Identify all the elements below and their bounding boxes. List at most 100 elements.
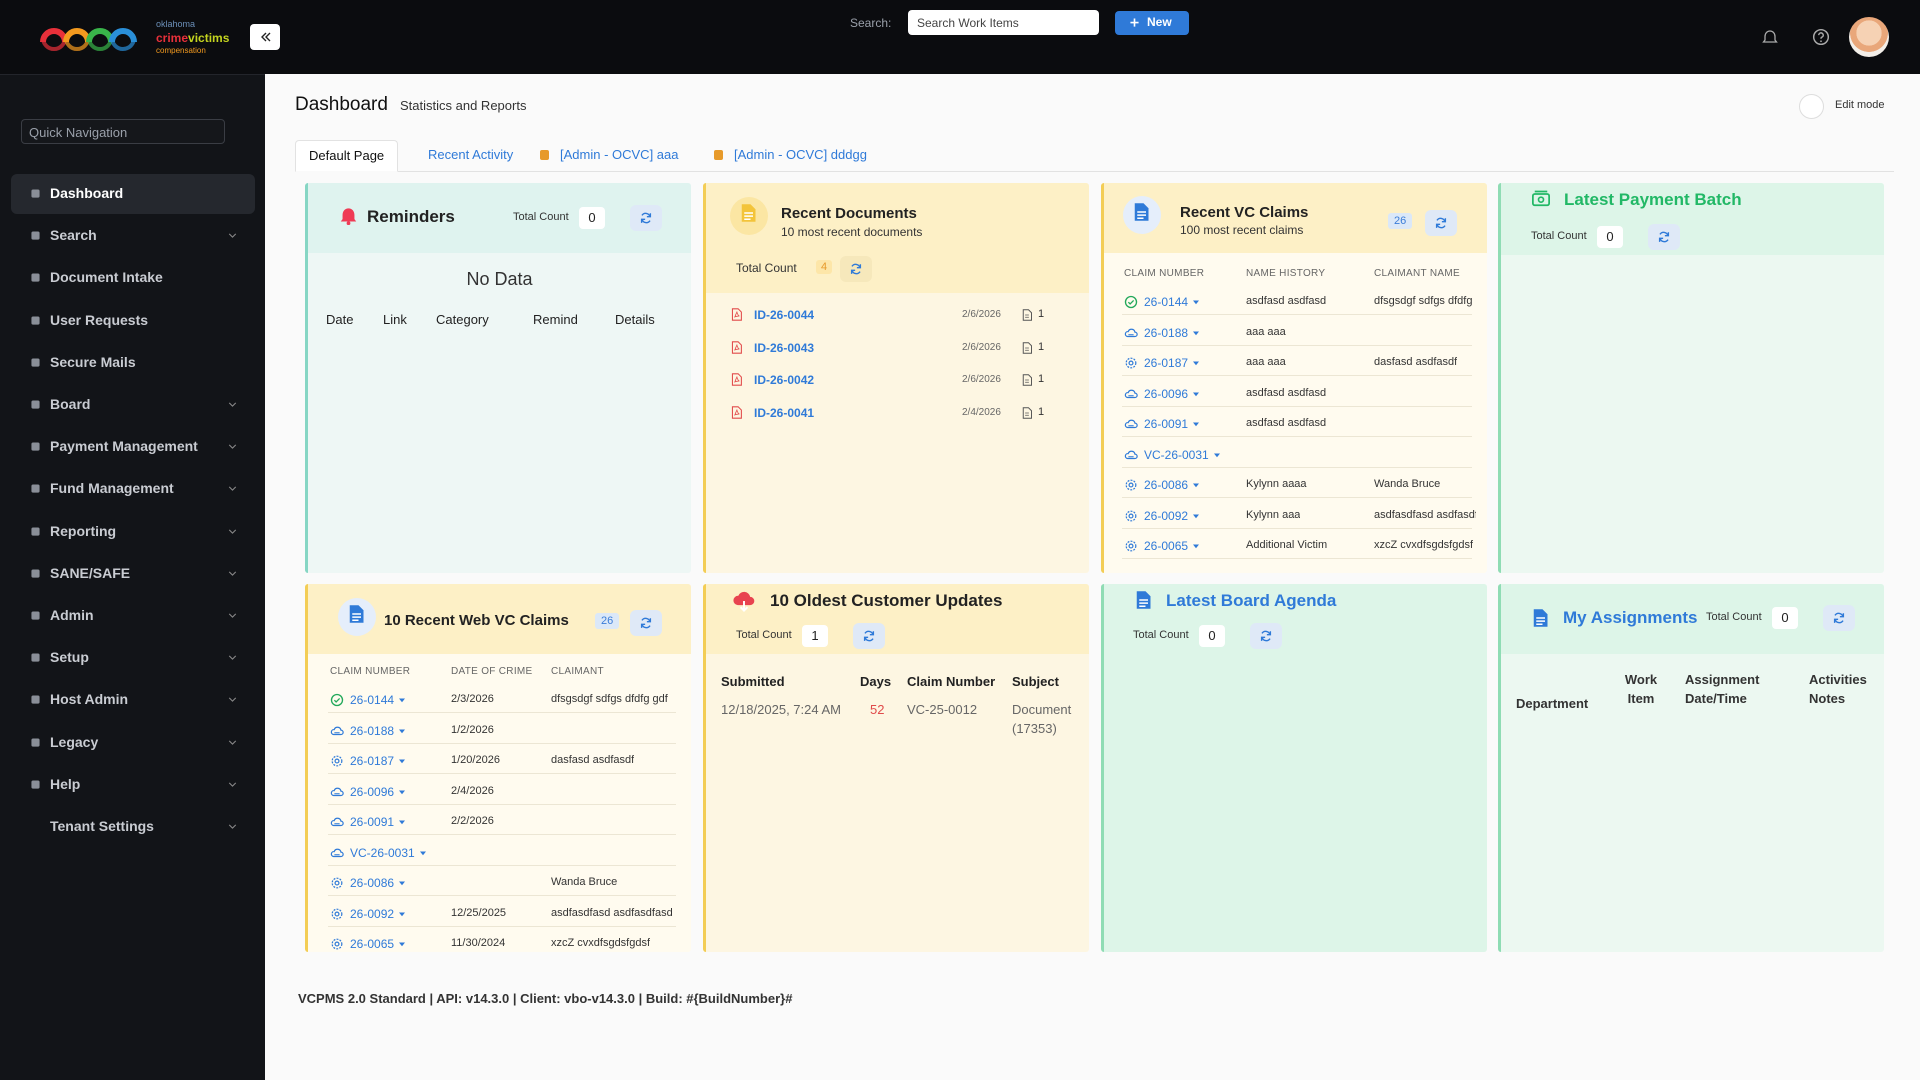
icon-part — [1025, 314, 1029, 318]
document-count: 1 — [1038, 340, 1045, 353]
plus-icon — [1130, 18, 1139, 27]
nav-item[interactable]: Host Admin — [11, 680, 255, 720]
claim-number[interactable]: 26-0092 — [350, 906, 395, 921]
panel-header — [706, 584, 1089, 654]
refresh-icon — [1260, 630, 1272, 642]
nav-item[interactable]: User Requests — [11, 301, 255, 341]
tab[interactable]: [Admin - OCVC] dddgg — [710, 140, 880, 172]
claim-number[interactable]: 26-0065 — [1144, 539, 1189, 553]
icon-part — [1127, 299, 1135, 305]
bellw-icon[interactable] — [1762, 29, 1778, 45]
column-header: Work Item — [1624, 672, 1658, 706]
refresh-button[interactable] — [853, 623, 885, 649]
nav-item[interactable]: Legacy — [11, 723, 255, 763]
claim-number[interactable]: 26-0096 — [1144, 386, 1189, 401]
gear-icon — [1125, 357, 1137, 369]
icon-part — [1658, 232, 1670, 242]
claim-number[interactable]: 26-0188 — [350, 723, 395, 738]
tab-underline — [295, 171, 1894, 172]
claim-number[interactable]: 26-0092 — [1144, 508, 1189, 523]
chev-icon — [228, 571, 237, 576]
cell-date: 1/20/2026 — [451, 754, 500, 766]
icon-part — [744, 212, 753, 220]
caret-icon — [1193, 392, 1199, 396]
refresh-button[interactable] — [1425, 210, 1457, 236]
document-date: 2/6/2026 — [962, 374, 1001, 385]
search-input[interactable]: Search Work Items — [908, 10, 1099, 35]
nav-item[interactable]: Secure Mails — [11, 343, 255, 383]
claim-number[interactable]: 26-0065 — [350, 937, 395, 951]
icon-part — [399, 759, 405, 764]
refresh-button[interactable] — [630, 205, 662, 231]
cell-claimant: dasfasd asdfasdf — [1374, 356, 1458, 368]
nav-item[interactable]: Dashboard — [11, 174, 255, 214]
claim-number[interactable]: VC-26-0031 — [350, 845, 415, 860]
nav-item[interactable]: Fund Management — [11, 469, 255, 509]
total-count: 4 — [816, 260, 833, 274]
tab[interactable]: [Admin - OCVC] aaa — [536, 140, 692, 172]
claim-number[interactable]: 26-0091 — [1144, 417, 1189, 431]
recent-vc-claims-panel: Recent VC Claims 100 most recent claims 26… — [1101, 183, 1487, 573]
tab-label: Default Page — [309, 148, 385, 163]
avatar[interactable] — [1849, 17, 1889, 57]
claim-number[interactable]: 26-0188 — [1144, 325, 1189, 340]
document-id[interactable]: ID-26-0044 — [754, 308, 815, 322]
claim-number[interactable]: VC-26-0031 — [1144, 447, 1209, 462]
claim-number[interactable]: 26-0144 — [350, 693, 395, 707]
help-icon[interactable] — [1812, 28, 1830, 46]
refresh-icon — [1658, 231, 1670, 243]
claim-number[interactable]: 26-0091 — [350, 815, 395, 829]
nav-item[interactable]: Tenant Settings — [11, 807, 255, 847]
document-id[interactable]: ID-26-0043 — [754, 340, 815, 355]
icon-part — [1193, 392, 1199, 396]
claim-number[interactable]: 26-0096 — [350, 784, 395, 799]
nav-item[interactable]: Payment Management — [11, 427, 255, 467]
logo-part — [86, 28, 114, 43]
new-button[interactable]: New — [1115, 11, 1189, 35]
nav-label: Setup — [50, 649, 89, 666]
document-id[interactable]: ID-26-0042 — [754, 373, 815, 387]
nav-item[interactable]: Help — [11, 765, 255, 805]
row-divider — [1122, 558, 1472, 559]
refresh-button[interactable] — [1823, 605, 1855, 631]
total-count: 0 — [1199, 625, 1225, 647]
tab[interactable]: Default Page — [295, 140, 399, 172]
claim-number[interactable]: 26-0144 — [1144, 295, 1189, 309]
caret-icon — [399, 698, 405, 703]
icon-part — [1214, 453, 1220, 457]
cell-claimant: Wanda Bruce — [551, 876, 618, 888]
nav-item[interactable]: Setup — [11, 638, 255, 678]
gear-icon — [1125, 479, 1137, 491]
claim-number[interactable]: 26-0086 — [350, 876, 395, 890]
nav-label: Host Admin — [50, 691, 129, 708]
nav-item[interactable]: Reporting — [11, 512, 255, 552]
icon-part — [31, 189, 40, 198]
document-count: 1 — [1038, 405, 1045, 418]
nav-item[interactable]: Admin — [11, 596, 255, 636]
pdf-icon — [731, 340, 742, 354]
nav-item[interactable]: Search — [11, 216, 255, 256]
icon-part — [331, 938, 343, 950]
nav-item[interactable]: SANE/SAFE — [11, 554, 255, 594]
refresh-button[interactable] — [1250, 623, 1282, 649]
total-count: 0 — [1772, 607, 1798, 629]
cloud-icon — [330, 817, 344, 827]
tab[interactable]: Recent Activity — [415, 140, 526, 172]
refresh-button[interactable] — [840, 256, 872, 282]
icon-part — [1820, 40, 1822, 43]
nav-label: Fund Management — [50, 480, 174, 497]
money-icon — [1532, 190, 1550, 207]
refresh-button[interactable] — [630, 610, 662, 636]
edit-mode-toggle[interactable] — [1799, 94, 1824, 119]
claim-number[interactable]: 26-0086 — [1144, 478, 1189, 492]
claim-number[interactable]: 26-0187 — [1144, 356, 1189, 370]
recent-documents-panel: Recent Documents 10 most recent documents… — [703, 183, 1089, 573]
quick-nav-input[interactable]: Quick Navigation — [21, 119, 225, 144]
collapse-button[interactable] — [250, 24, 280, 50]
document-id[interactable]: ID-26-0041 — [754, 405, 815, 420]
nav-item[interactable]: Board — [11, 385, 255, 425]
claim-number[interactable]: 26-0187 — [350, 754, 395, 768]
refresh-button[interactable] — [1648, 224, 1680, 250]
icon-part — [334, 758, 340, 764]
nav-item[interactable]: Document Intake — [11, 258, 255, 298]
